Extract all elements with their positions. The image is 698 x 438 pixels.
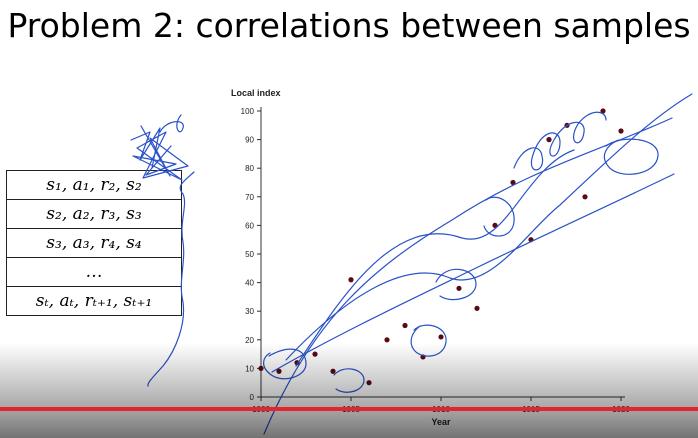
replay-row: … xyxy=(7,258,181,287)
y-tick-label: 20 xyxy=(245,336,254,345)
replay-row: s₂, a₂, r₃, s₃ xyxy=(7,200,181,229)
y-tick-label: 90 xyxy=(245,136,254,145)
replay-buffer-table: s₁, a₁, r₂, s₂ s₂, a₂, r₃, s₃ s₃, a₃, r₄… xyxy=(6,170,182,316)
ink-fit-line xyxy=(295,149,575,367)
replay-row: sₜ, aₜ, rₜ₊₁, sₜ₊₁ xyxy=(7,287,181,316)
ink-loop xyxy=(513,111,607,171)
y-tick-label: 40 xyxy=(245,279,254,288)
data-point xyxy=(582,194,588,200)
ink-circle xyxy=(603,138,659,175)
data-point xyxy=(456,285,462,291)
data-point xyxy=(546,137,552,143)
y-tick-label: 80 xyxy=(245,164,254,173)
ink-scribble xyxy=(130,125,189,181)
data-point xyxy=(348,277,354,283)
data-point xyxy=(510,179,516,186)
ink-stroke xyxy=(159,114,184,133)
data-point xyxy=(402,322,408,329)
data-point xyxy=(618,128,624,134)
data-point xyxy=(600,108,606,114)
y-tick-label: 60 xyxy=(245,221,254,230)
ink-circle xyxy=(435,268,477,301)
data-point xyxy=(438,334,444,340)
y-axis-label: Local index xyxy=(231,88,281,98)
y-tick-label: 50 xyxy=(245,250,254,259)
ink-circle xyxy=(483,196,515,237)
slide-title: Problem 2: correlations between samples xyxy=(7,6,691,45)
ink-fit-line xyxy=(271,173,675,373)
replay-row: s₁, a₁, r₂, s₂ xyxy=(7,171,181,200)
video-controls-overlay xyxy=(0,343,698,438)
y-tick-label: 30 xyxy=(245,307,254,316)
ink-fit-line xyxy=(285,93,693,361)
replay-row: s₃, a₃, r₄, s₄ xyxy=(7,229,181,258)
data-point xyxy=(384,337,390,343)
video-progress-fill xyxy=(0,407,698,411)
y-tick-label: 100 xyxy=(241,107,255,116)
y-tick-label: 70 xyxy=(245,193,254,202)
handwritten-annotations xyxy=(130,93,693,435)
data-point xyxy=(474,305,480,311)
video-progress-bar[interactable] xyxy=(0,407,698,411)
